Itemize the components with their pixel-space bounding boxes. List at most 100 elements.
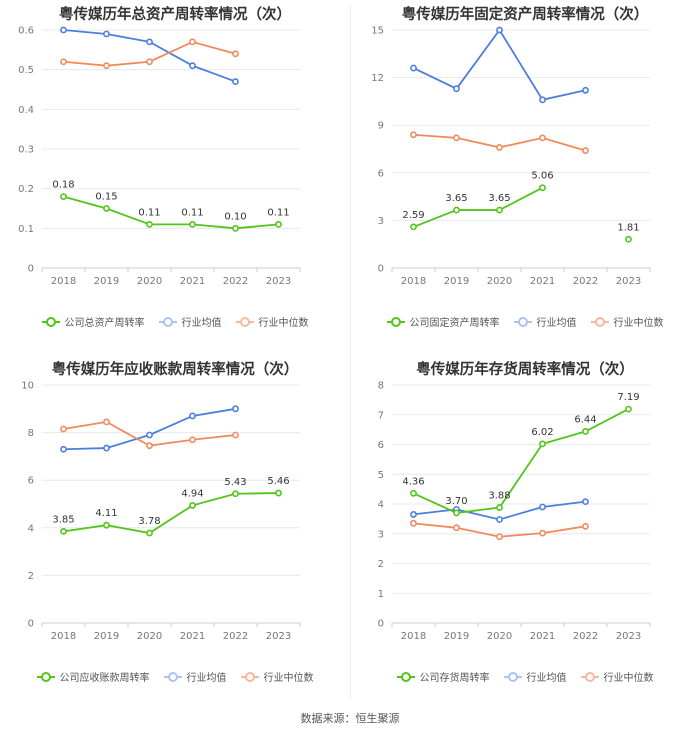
data-label: 0.11 [181,207,203,218]
x-tick-label: 2020 [487,631,512,642]
data-point-company [539,184,546,192]
data-label: 3.65 [445,193,467,204]
data-point-company [60,193,67,200]
data-label: 6.02 [531,427,553,438]
data-point-company [275,489,282,497]
data-point-avg [410,511,417,518]
data-label: 3.70 [445,496,467,507]
chart-svg: 0 0.1 0.2 0.3 0.4 0.5 0.6 2018 2019 2020 2021 2022 2… [18,26,301,287]
legend-item-median[interactable]: 行业中位数 [235,314,309,329]
data-point-median [539,134,546,142]
data-point-company [146,220,153,228]
legend-item-company[interactable]: 公司存货周转率 [396,669,490,684]
chart-panel-total-asset-turnover: 粤传媒历年总资产周转率情况（次） 0 0.1 0.2 0.3 0.4 0.5 0.6 2018… [0,0,350,350]
legend-item-company[interactable]: 公司固定资产周转率 [386,314,500,329]
data-point-company [453,509,460,517]
x-tick-label: 2023 [266,276,291,287]
legend-item-median[interactable]: 行业中位数 [590,314,664,329]
panel-divider [350,5,351,700]
legend-line-icon [158,316,177,327]
data-label: 5.06 [531,171,553,182]
y-tick-label: 12 [371,73,384,84]
data-point-avg [60,26,67,34]
chart-panel-receivables-turnover: 粤传媒历年应收账款周转率情况（次） 0 2 4 6 8 10 2018 2019 2020 202… [0,355,350,705]
chart-svg: 0 3 6 9 12 15 2018 2019 2020 2021 2022 2023 2.59 3.65… [371,26,651,287]
data-label: 3.88 [488,491,510,502]
data-point-company [232,224,239,232]
data-label: 0.11 [267,207,289,218]
data-point-median [453,524,460,532]
data-label: 4.36 [402,476,424,487]
data-point-median [539,529,546,537]
data-point-avg [60,445,67,453]
x-tick-label: 2019 [94,276,119,287]
legend-item-median[interactable]: 行业中位数 [240,669,314,684]
legend-item-median[interactable]: 行业中位数 [580,669,654,684]
data-point-avg [103,444,110,452]
legend-label: 行业均值 [526,673,567,684]
data-point-company [539,440,546,448]
legend-item-avg[interactable]: 行业均值 [503,669,567,684]
y-tick-label: 8 [28,428,34,439]
legend-item-company[interactable]: 公司总资产周转率 [41,314,145,329]
x-tick-label: 2021 [180,276,205,287]
y-tick-label: 2 [28,571,34,582]
legend-label: 行业均值 [536,318,577,329]
data-point-median [189,38,196,46]
legend-item-company[interactable]: 公司应收账款周转率 [36,669,150,684]
legend-label: 行业均值 [181,318,222,329]
data-point-median [232,50,239,58]
x-tick-label: 2019 [94,631,119,642]
legend-label: 行业均值 [186,673,227,684]
x-tick-label: 2018 [401,631,426,642]
data-point-median [496,533,503,541]
series-line-company [63,492,279,534]
legend-item-avg[interactable]: 行业均值 [158,314,222,329]
y-tick-label: 0.1 [18,224,34,235]
chart-svg: 0 2 4 6 8 10 2018 2019 2020 2021 2022 2023 3.85 4.11 3… [21,381,301,642]
y-tick-label: 4 [28,523,34,534]
y-tick-label: 0 [28,619,34,630]
x-tick-label: 2020 [137,276,162,287]
data-label: 1.81 [617,222,639,233]
series-line-avg [413,28,586,101]
x-tick-label: 2021 [530,631,555,642]
data-point-avg [189,412,196,420]
legend-item-avg[interactable]: 行业均值 [513,314,577,329]
legend-item-avg[interactable]: 行业均值 [163,669,227,684]
data-point-median [60,58,67,66]
legend-line-icon [590,316,609,327]
chart-panel-fixed-asset-turnover: 粤传媒历年固定资产周转率情况（次） 0 3 6 9 12 15 2018 2019 2020 20… [350,0,700,350]
data-source-note: 数据来源：恒生聚源 [300,712,400,725]
legend-line-icon [386,316,405,327]
legend-label: 公司固定资产周转率 [409,318,500,329]
data-point-company [625,405,632,413]
data-point-avg [539,503,546,511]
y-tick-label: 0 [28,264,34,275]
data-label: 0.11 [138,207,160,218]
y-tick-label: 5 [378,470,384,481]
data-point-company [453,206,460,214]
data-label: 0.10 [224,211,246,222]
series-line-company [63,195,279,230]
y-tick-label: 6 [378,440,384,451]
data-point-avg [146,431,153,439]
y-tick-label: 0.6 [18,26,34,37]
x-tick-label: 2019 [444,276,469,287]
x-tick-label: 2020 [137,631,162,642]
data-point-median [410,131,417,139]
data-point-median [582,522,589,530]
chart-svg: 0 1 2 3 4 5 6 7 8 2018 2019 2020 2021 2022 2023 4.36 3.7… [378,381,651,642]
data-point-avg [453,85,460,93]
chart-title: 粤传媒历年应收账款周转率情况（次） [51,362,299,378]
data-point-median [103,418,110,426]
x-tick-label: 2022 [223,631,248,642]
data-label: 2.59 [402,210,424,221]
data-point-company [232,490,239,498]
data-point-avg [103,30,110,38]
data-point-company [410,223,417,231]
x-tick-label: 2018 [401,276,426,287]
data-point-company [496,504,503,511]
data-point-company [189,220,196,228]
data-point-avg [496,516,503,523]
